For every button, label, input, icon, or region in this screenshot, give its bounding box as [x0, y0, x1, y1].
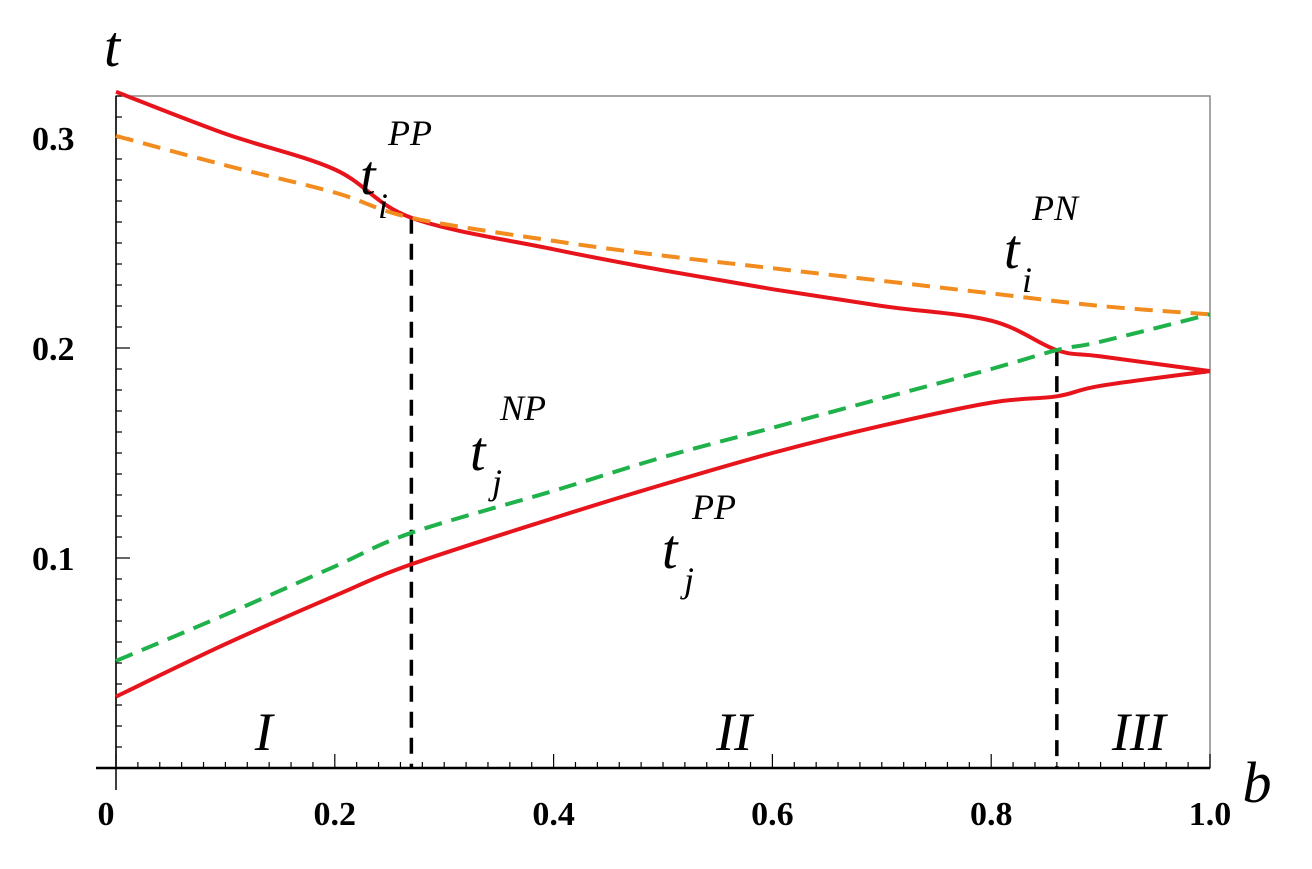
label-ti-pp: t PP i: [360, 113, 432, 226]
svg-text:NP: NP: [499, 388, 546, 428]
svg-text:t: t: [1004, 219, 1021, 281]
vertical-markers: [409, 217, 1059, 768]
label-ti-pn: t PN i: [1004, 188, 1080, 300]
y-axis-label: t: [104, 14, 122, 79]
svg-text:i: i: [378, 186, 388, 226]
region-label-I: I: [254, 702, 276, 762]
svg-text:PP: PP: [387, 113, 432, 153]
minor-ticks: [115, 95, 1211, 769]
series: [115, 89, 1211, 699]
x-axis-label: b: [1243, 750, 1272, 815]
y-tick-label: 0.2: [32, 331, 75, 368]
svg-text:t: t: [662, 519, 679, 581]
region-label-III: III: [1111, 702, 1169, 762]
curve-ti-pn: [115, 133, 1211, 317]
svg-text:i: i: [1022, 260, 1032, 300]
x-tick-label: 0: [98, 796, 115, 833]
svg-text:t: t: [360, 145, 377, 207]
svg-text:PN: PN: [1031, 188, 1080, 228]
y-tick-label: 0.1: [32, 541, 75, 578]
label-tj-np: t NP j: [470, 388, 546, 502]
x-tick-label: 0.8: [970, 796, 1013, 833]
region-label-II: II: [715, 702, 755, 762]
svg-text:j: j: [680, 560, 694, 600]
tick-labels: 0 0.2 0.4 0.6 0.8 1.0 0.1 0.2 0.3: [32, 121, 1231, 833]
svg-text:t: t: [470, 421, 487, 483]
svg-text:PP: PP: [691, 487, 736, 527]
x-tick-label: 1.0: [1189, 796, 1232, 833]
curve-tj-pp: [115, 369, 1211, 699]
x-tick-label: 0.4: [532, 796, 575, 833]
x-tick-label: 0.6: [751, 796, 794, 833]
curve-ti-pp: [115, 89, 1211, 374]
curve-tj-np: [115, 312, 1211, 663]
y-tick-label: 0.3: [32, 121, 75, 158]
label-tj-pp: t PP j: [662, 487, 736, 600]
svg-text:j: j: [488, 462, 502, 502]
x-tick-label: 0.2: [314, 796, 357, 833]
